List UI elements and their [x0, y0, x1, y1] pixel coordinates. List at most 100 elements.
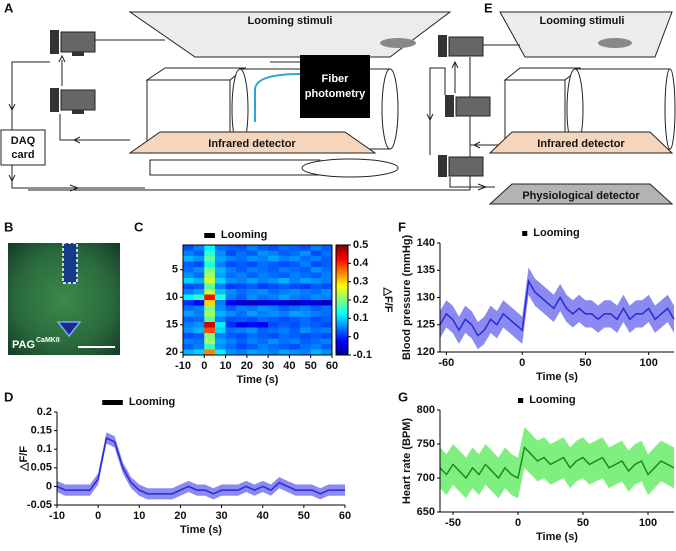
- heatmap-cell: [183, 256, 194, 262]
- schematic-a: Looming stimuli Fiber photometry Infrare…: [0, 11, 471, 192]
- stimulus-bar: [518, 398, 524, 403]
- heatmap-cell: [300, 327, 312, 334]
- heatmap-cell: [236, 256, 248, 262]
- heatmap-cell: [321, 349, 333, 356]
- heatmap-cell: [204, 311, 216, 317]
- heatmap-cell: [289, 316, 301, 323]
- y-tick-label: 5: [172, 264, 178, 276]
- heatmap-cell: [289, 327, 301, 334]
- heatmap-cell: [214, 344, 226, 350]
- x-tick-label: 10: [219, 360, 231, 372]
- heatmap-cell: [257, 300, 269, 306]
- x-tick-label: 20: [174, 510, 186, 522]
- heatmap-cell: [278, 327, 290, 334]
- heatmap-cell: [193, 316, 205, 323]
- detector-label: Infrared detector: [208, 138, 296, 150]
- heatmap-cell: [204, 327, 216, 334]
- heatmap-cell: [246, 316, 258, 323]
- heatmap-cell: [310, 267, 322, 273]
- physio-label: Physiological detector: [522, 190, 640, 202]
- heatmap-cell: [321, 267, 333, 273]
- heatmap-cell: [300, 322, 312, 328]
- annotation: Looming: [529, 394, 575, 406]
- stimulus-bar: [102, 400, 123, 405]
- heatmap-cell: [236, 267, 248, 273]
- heatmap-cell: [310, 333, 322, 339]
- heatmap-cell: [300, 250, 312, 257]
- heatmap-cell: [268, 349, 280, 356]
- heatmap-cell: [321, 300, 333, 306]
- x-tick-label: 30: [262, 360, 274, 372]
- heatmap-cell: [257, 245, 269, 251]
- y-tick-label: 135: [417, 264, 435, 276]
- heatmap-cell: [193, 322, 205, 328]
- x-axis-label: Time (s): [237, 374, 279, 386]
- heatmap-cell: [321, 344, 333, 350]
- heatmap-cell: [289, 305, 301, 312]
- heatmap-cell: [278, 289, 290, 295]
- heatmap-cell: [268, 322, 280, 328]
- colorbar-label: △F/F: [382, 287, 394, 313]
- heatmap-cell: [204, 300, 216, 306]
- image-label: PAG: [12, 339, 35, 351]
- heatmap-cell: [268, 250, 280, 257]
- heatmap-cell: [310, 289, 322, 295]
- heatmap-cell: [321, 278, 333, 284]
- micrograph: PAG CaMKII: [8, 242, 120, 355]
- heatmap-cell: [183, 305, 194, 312]
- heatmap-cell: [289, 245, 301, 251]
- heatmap-cell: [236, 278, 248, 284]
- y-tick-label: -0.05: [27, 499, 52, 511]
- heatmap-cell: [300, 283, 312, 290]
- heatmap-cell: [278, 344, 290, 350]
- heatmap-cell: [225, 300, 237, 306]
- heatmap-cell: [246, 272, 258, 279]
- heatmap-cell: [246, 327, 258, 334]
- colorbar-tick-label: 0.1: [353, 312, 368, 324]
- heatmap-cell: [204, 322, 216, 328]
- heatmap-cell: [278, 349, 290, 356]
- y-tick-label: 0: [46, 480, 52, 492]
- colorbar-tick-label: 0.4: [353, 257, 369, 269]
- heatmap-cell: [278, 322, 290, 328]
- heatmap-cell: [225, 349, 237, 356]
- heatmap-cell: [278, 261, 290, 268]
- photometry-label: photometry: [305, 88, 366, 100]
- heatmap-cell: [236, 305, 248, 312]
- heatmap-cell: [214, 267, 226, 273]
- heatmap-cell: [257, 272, 269, 279]
- heatmap-cell: [268, 327, 280, 334]
- heatmap-cell: [310, 272, 322, 279]
- heatmap-cell: [310, 327, 322, 334]
- heatmap-cell: [289, 289, 301, 295]
- heatmap-cell: [214, 289, 226, 295]
- heatmap-cell: [193, 333, 205, 339]
- heatmap-cell: [310, 245, 322, 251]
- heatmap-cell: [278, 338, 290, 345]
- heatmap-cell: [236, 327, 248, 334]
- heatmap-cell: [236, 338, 248, 345]
- heatmap-cell: [225, 245, 237, 251]
- heatmap-cell: [193, 327, 205, 334]
- heatmap-cell: [310, 344, 322, 350]
- heatmap-cell: [268, 278, 280, 284]
- heatmap-cell: [300, 256, 312, 262]
- heatmap-cell: [246, 349, 258, 356]
- heatmap-cell: [257, 267, 269, 273]
- heatmap-cell: [321, 338, 333, 345]
- heatmap-cell: [310, 316, 322, 323]
- heatmap-cell: [225, 305, 237, 312]
- mean-line: [439, 278, 675, 337]
- x-tick-label: 0: [201, 360, 207, 372]
- error-band: [440, 267, 674, 350]
- heatmap-cell: [204, 305, 216, 312]
- y-tick-label: 125: [417, 319, 435, 331]
- y-tick-label: 700: [417, 472, 435, 484]
- heatmap-cell: [204, 245, 216, 251]
- heatmap-cell: [289, 300, 301, 306]
- heatmap-cell: [214, 250, 226, 257]
- heatmap-cell: [300, 261, 312, 268]
- heatmap-cell: [310, 300, 322, 306]
- x-tick-label: -60: [438, 357, 454, 369]
- panel-labels: A B C D E F G: [4, 0, 493, 404]
